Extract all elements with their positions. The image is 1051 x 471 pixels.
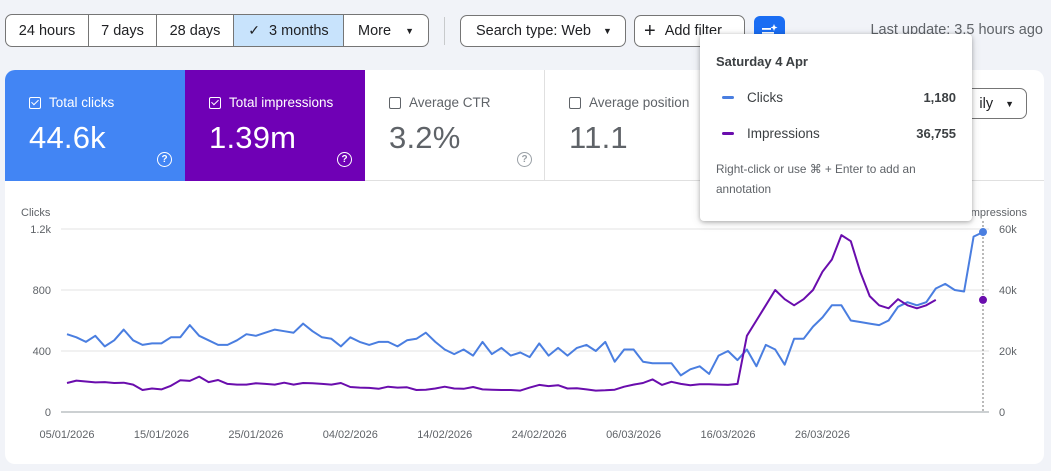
caret-down-icon: ▼ xyxy=(405,25,414,36)
y-right-tick-label: 0 xyxy=(999,407,1005,419)
tooltip-series-value: 36,755 xyxy=(916,126,956,141)
toolbar-divider xyxy=(444,17,445,45)
y-right-axis-label: Impressions xyxy=(968,207,1028,219)
x-tick-label: 05/01/2026 xyxy=(39,429,94,441)
granularity-label: ily xyxy=(979,95,994,112)
metric-average-ctr[interactable]: Average CTR 3.2% ? xyxy=(365,70,545,181)
chart-tooltip: Saturday 4 Apr Clicks 1,180 Impressions … xyxy=(700,34,972,221)
y-left-axis-label: Clicks xyxy=(21,207,51,219)
help-circle-icon[interactable]: ? xyxy=(337,152,352,167)
y-right-tick-label: 60k xyxy=(999,224,1017,236)
range-label: More xyxy=(358,22,392,39)
tooltip-date: Saturday 4 Apr xyxy=(716,54,808,69)
x-tick-label: 24/02/2026 xyxy=(512,429,567,441)
series-line-clicks xyxy=(66,231,984,377)
range-7-days[interactable]: 7 days xyxy=(89,15,157,46)
range-label: 28 days xyxy=(169,22,221,39)
plus-icon: + xyxy=(644,20,656,42)
range-more-dropdown[interactable]: More ▼ xyxy=(344,15,428,46)
y-right-tick-label: 40k xyxy=(999,285,1017,297)
series-swatch xyxy=(722,96,734,99)
metric-average-position[interactable]: Average position 11.1 xyxy=(545,70,725,181)
metric-label: Total impressions xyxy=(229,95,334,110)
series-swatch xyxy=(722,132,734,135)
tooltip-row-impressions: Impressions 36,755 xyxy=(722,126,956,141)
range-24-hours[interactable]: 24 hours xyxy=(6,15,89,46)
tooltip-annotation-hint: Right-click or use ⌘ + Enter to add an a… xyxy=(716,162,916,196)
tooltip-series-value: 1,180 xyxy=(923,90,956,105)
range-label: 7 days xyxy=(101,22,144,39)
check-icon: ✓ xyxy=(248,22,261,38)
x-tick-label: 26/03/2026 xyxy=(795,429,850,441)
range-3-months[interactable]: ✓ 3 months xyxy=(234,15,344,46)
tooltip-series-name: Clicks xyxy=(747,90,783,105)
metric-value: 44.6k xyxy=(29,120,106,155)
x-tick-label: 04/02/2026 xyxy=(323,429,378,441)
series-point-clicks xyxy=(979,228,987,237)
metric-value: 11.1 xyxy=(569,120,628,155)
search-type-label: Search type: Web xyxy=(476,23,591,39)
y-left-tick-label: 800 xyxy=(33,285,51,297)
range-label: 3 months xyxy=(269,22,329,39)
range-label: 24 hours xyxy=(18,22,76,39)
tooltip-row-clicks: Clicks 1,180 xyxy=(722,90,956,105)
metric-label: Average position xyxy=(589,95,690,110)
metric-total-impressions[interactable]: Total impressions 1.39m ? xyxy=(185,70,365,181)
series-point-impressions xyxy=(979,295,987,304)
y-right-tick-label: 20k xyxy=(999,346,1017,358)
range-28-days[interactable]: 28 days xyxy=(157,15,234,46)
x-tick-label: 14/02/2026 xyxy=(417,429,472,441)
tooltip-series-name: Impressions xyxy=(747,126,820,141)
checkbox-icon xyxy=(569,96,581,109)
y-left-tick-label: 1.2k xyxy=(30,224,51,236)
x-tick-label: 25/01/2026 xyxy=(228,429,283,441)
search-type-dropdown[interactable]: Search type: Web ▼ xyxy=(460,15,626,47)
x-tick-label: 16/03/2026 xyxy=(700,429,755,441)
x-tick-label: 06/03/2026 xyxy=(606,429,661,441)
checkbox-icon xyxy=(29,96,41,109)
caret-down-icon: ▼ xyxy=(1005,98,1014,109)
metric-value: 1.39m xyxy=(209,120,297,155)
help-circle-icon[interactable]: ? xyxy=(157,152,172,167)
metric-label: Total clicks xyxy=(49,95,115,110)
date-range-selector: 24 hours 7 days 28 days ✓ 3 months More ▼ xyxy=(5,14,429,47)
metric-total-clicks[interactable]: Total clicks 44.6k ? xyxy=(5,70,185,181)
y-left-tick-label: 0 xyxy=(45,407,51,419)
checkbox-icon xyxy=(389,96,401,109)
caret-down-icon: ▼ xyxy=(603,26,612,36)
y-left-tick-label: 400 xyxy=(33,346,51,358)
metric-value: 3.2% xyxy=(389,120,461,155)
checkbox-icon xyxy=(209,96,221,109)
metric-label: Average CTR xyxy=(409,95,491,110)
help-circle-icon[interactable]: ? xyxy=(517,152,532,167)
x-tick-label: 15/01/2026 xyxy=(134,429,189,441)
performance-chart[interactable]: Clicks Impressions 0 0 400 20k 800 40k 1.2k 60k… xyxy=(5,70,1044,464)
series-line-impressions xyxy=(66,234,937,392)
